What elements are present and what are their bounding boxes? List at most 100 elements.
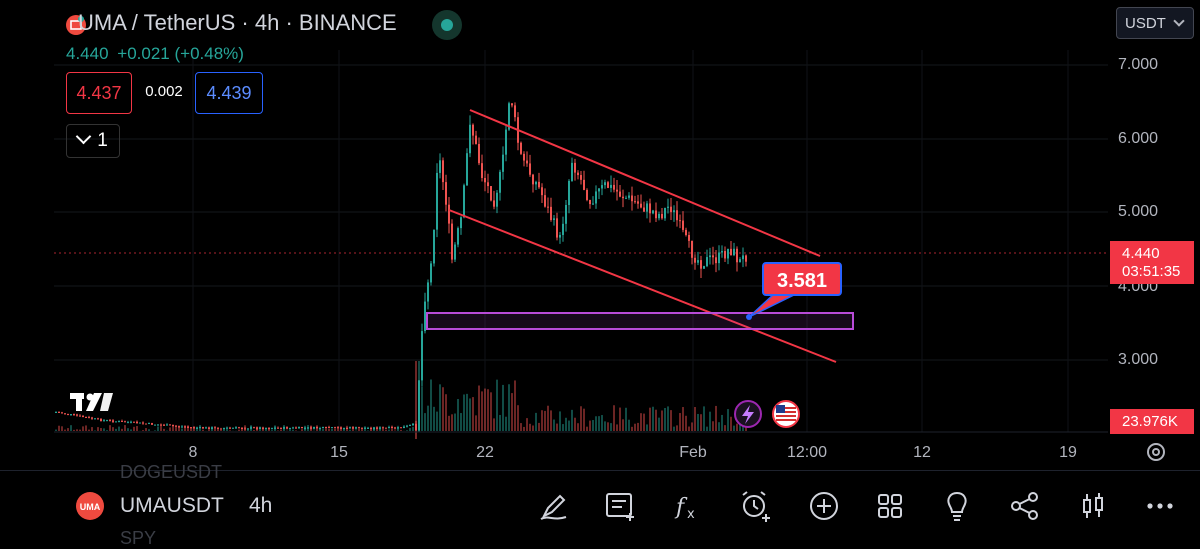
price-callout-label[interactable]: 3.581 — [762, 262, 842, 296]
time-axis-tick: 22 — [476, 444, 494, 462]
volume-bar — [388, 430, 390, 431]
chart-type-icon[interactable] — [1075, 488, 1111, 524]
notes-icon[interactable] — [602, 488, 638, 524]
candle-body — [181, 426, 183, 427]
candle-body — [454, 245, 456, 260]
callout-anchor[interactable] — [746, 314, 752, 320]
candle-body — [148, 423, 150, 424]
volume-bar — [394, 430, 396, 431]
volume-bar — [214, 429, 216, 431]
volume-bar — [568, 421, 570, 431]
candle-body — [256, 428, 258, 429]
volume-bar — [109, 425, 111, 431]
candle-body — [622, 197, 624, 198]
currency-label: USDT — [1125, 15, 1166, 32]
support-zone-rectangle[interactable] — [427, 313, 853, 329]
ideas-icon[interactable] — [939, 488, 975, 524]
chevron-down-icon — [76, 129, 92, 145]
candle-body — [493, 200, 495, 206]
svg-text:x: x — [687, 507, 695, 522]
price-axis-tick: 6.000 — [1118, 130, 1158, 148]
volume-bar — [301, 429, 303, 431]
volume-bar — [406, 430, 408, 431]
channel-upper-line[interactable] — [470, 110, 820, 256]
add-icon[interactable] — [806, 488, 842, 524]
volume-bar — [91, 427, 93, 431]
candle-body — [313, 427, 315, 429]
candle-body — [667, 207, 669, 208]
candle-body — [685, 230, 687, 235]
candle-body — [634, 201, 636, 202]
chart-area[interactable] — [0, 0, 1200, 470]
candle-body — [316, 427, 318, 428]
candle-body — [229, 428, 231, 429]
volume-bar — [595, 416, 597, 431]
volume-bar — [628, 420, 630, 431]
candle-body — [448, 205, 450, 224]
candle-body — [733, 249, 735, 255]
candle-body — [496, 193, 498, 207]
candle-body — [217, 428, 219, 429]
candle-body — [664, 208, 666, 218]
price-change-line: 4.440 +0.021 (+0.48%) — [66, 44, 244, 64]
price-axis-tick: 3.000 — [1118, 351, 1158, 369]
symbol-selector[interactable]: UMAUSDT — [120, 494, 224, 518]
volume-bar — [415, 361, 417, 431]
candle-body — [367, 428, 369, 429]
volume-bar — [439, 384, 441, 431]
volume-bar — [337, 428, 339, 431]
indicator-count: 1 — [97, 130, 108, 151]
candle-body — [250, 427, 252, 428]
currency-selector[interactable]: USDT — [1116, 7, 1194, 39]
candle-body — [694, 258, 696, 263]
volume-bar — [613, 405, 615, 431]
candle-body — [343, 428, 345, 429]
candle-body — [571, 163, 573, 181]
candle-body — [118, 421, 120, 422]
alert-add-icon[interactable] — [737, 488, 773, 524]
volume-bar — [181, 429, 183, 431]
volume-bar — [679, 413, 681, 431]
candle-body — [520, 143, 522, 154]
candle-body — [457, 228, 459, 244]
candle-body — [67, 414, 69, 415]
candle-body — [421, 331, 423, 380]
volume-bar — [430, 379, 432, 431]
indicators-icon[interactable]: f x — [668, 488, 704, 524]
candle-body — [553, 218, 555, 220]
candle-body — [397, 427, 399, 428]
candle-body — [175, 426, 177, 427]
volume-bar — [247, 430, 249, 431]
symbol-title[interactable]: UMA / TetherUS · 4h · BINANCE — [78, 10, 397, 36]
share-icon[interactable] — [1007, 488, 1043, 524]
candle-body — [742, 255, 744, 259]
indicators-collapse-button[interactable]: 1 — [66, 124, 120, 158]
interval-selector[interactable]: 4h — [249, 494, 272, 518]
candle-body — [475, 136, 477, 144]
market-open-status-icon[interactable] — [432, 10, 462, 40]
us-flag-event-icon[interactable] — [773, 401, 799, 427]
sell-button[interactable]: 4.437 — [66, 72, 132, 114]
volume-bar — [664, 408, 666, 431]
volume-bar — [445, 394, 447, 431]
volume-bar — [553, 420, 555, 431]
candle-body — [403, 427, 405, 428]
candle-body — [424, 302, 426, 332]
layouts-icon[interactable] — [872, 488, 908, 524]
draw-icon[interactable] — [536, 488, 572, 524]
buy-button[interactable]: 4.439 — [195, 72, 263, 114]
tradingview-logo — [70, 393, 113, 411]
candle-body — [478, 144, 480, 163]
candle-body — [565, 205, 567, 224]
candle-body — [304, 428, 306, 429]
candle-body — [184, 426, 186, 427]
volume-bar — [427, 406, 429, 431]
candle-body — [187, 427, 189, 428]
candle-body — [337, 427, 339, 428]
lightning-event-icon[interactable] — [735, 401, 761, 427]
volume-bar — [517, 405, 519, 431]
more-icon[interactable] — [1142, 488, 1178, 524]
candle-body — [358, 427, 360, 428]
chart-settings-icon[interactable] — [1148, 444, 1164, 460]
volume-bar — [532, 425, 534, 431]
